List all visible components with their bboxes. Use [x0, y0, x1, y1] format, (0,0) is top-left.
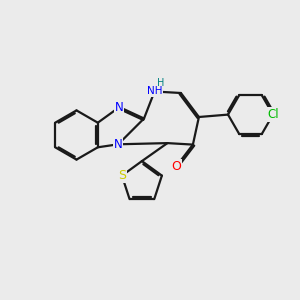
Text: N: N — [115, 100, 124, 114]
Text: NH: NH — [147, 86, 162, 97]
Text: N: N — [114, 138, 123, 151]
Text: H: H — [158, 78, 165, 88]
Text: O: O — [172, 160, 181, 173]
Text: S: S — [118, 169, 126, 182]
Text: Cl: Cl — [267, 108, 279, 121]
